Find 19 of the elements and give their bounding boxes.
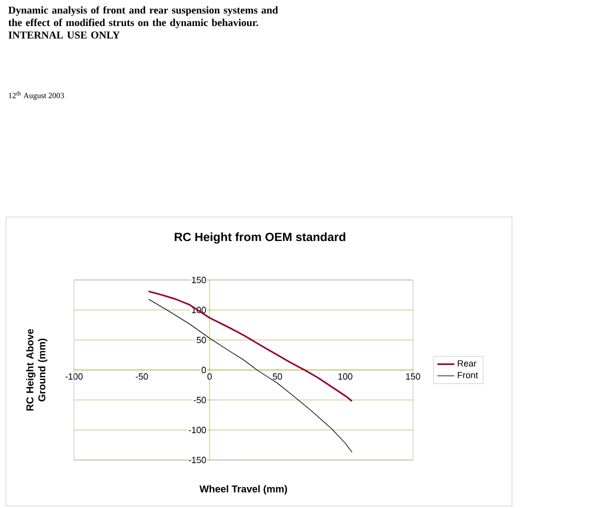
- y-tick-label: 150: [192, 276, 206, 284]
- y-tick-label: 50: [196, 336, 206, 344]
- chart-title: RC Height from OEM standard: [174, 232, 346, 244]
- y-tick-label: -150: [188, 456, 206, 464]
- x-axis-title: Wheel Travel (mm): [200, 485, 288, 494]
- legend-label: Rear: [458, 360, 476, 367]
- y-tick-label: -50: [194, 396, 206, 404]
- text: Dynamic analysis of front and rear suspension systems and the effect of modified struts on the dynamic behaviour. INTERNAL USE ONLY: [8, 6, 278, 39]
- line-series: [148, 298, 352, 453]
- x-tick-label: 0: [207, 373, 212, 380]
- x-tick-label: 50: [272, 373, 282, 380]
- x-tick-label: 100: [338, 373, 352, 380]
- x-tick-label: 150: [406, 373, 420, 380]
- legend-label: Front: [458, 372, 478, 378]
- y-tick-label: -100: [188, 426, 206, 434]
- x-tick-label: -50: [136, 373, 148, 380]
- y-tick-label: 0: [202, 366, 206, 374]
- y-axis-title: RC Height Above Ground (mm): [26, 329, 48, 411]
- x-tick-label: -100: [65, 373, 83, 380]
